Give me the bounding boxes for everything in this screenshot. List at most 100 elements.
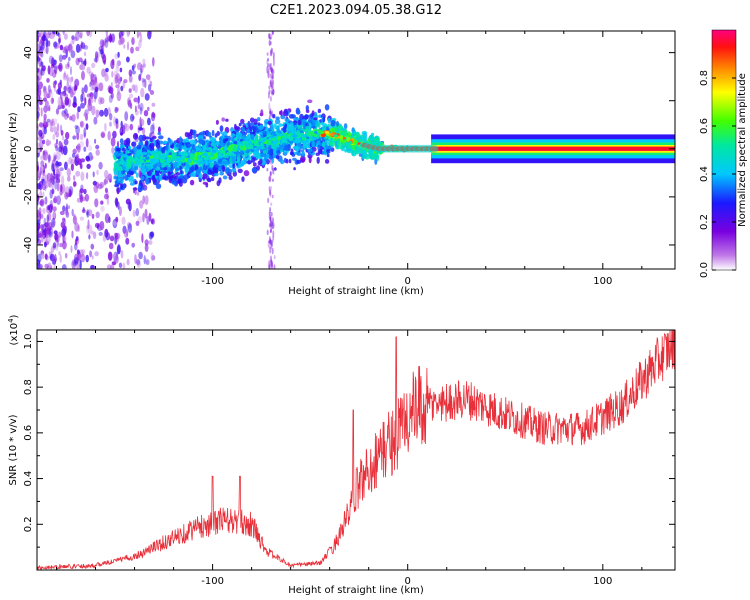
spectrogram-cell bbox=[211, 149, 217, 153]
spectrogram-cell bbox=[241, 141, 246, 144]
spectrogram-cell bbox=[39, 224, 45, 230]
spectrogram-cell bbox=[267, 240, 270, 248]
spectrogram-cell bbox=[114, 255, 119, 264]
spectrogram-cell bbox=[216, 145, 222, 149]
spectrogram-cell bbox=[138, 74, 142, 81]
spectrogram-cell bbox=[109, 33, 113, 43]
spectrogram-cell bbox=[109, 121, 112, 127]
spectrogram-cell bbox=[58, 33, 61, 39]
spectrogram-cell bbox=[271, 178, 274, 182]
spectrogram-cell bbox=[135, 46, 140, 52]
spectrogram-cell bbox=[126, 171, 132, 178]
spectrogram-cell bbox=[39, 165, 44, 172]
spectrogram-cell bbox=[53, 152, 57, 162]
spectrogram-y-axis-label: Frequency (Hz) bbox=[8, 112, 19, 188]
spectrogram-cell bbox=[183, 174, 190, 180]
spectrogram-cell bbox=[158, 135, 164, 140]
spectrogram-cell bbox=[115, 232, 119, 240]
spectrogram-cell bbox=[161, 147, 166, 154]
spectrogram-cell bbox=[55, 160, 59, 168]
spectrogram-cell bbox=[113, 170, 118, 175]
spectrogram-cell bbox=[99, 109, 104, 117]
spectrogram-cell bbox=[86, 163, 91, 169]
spectrogram-cell bbox=[270, 202, 273, 206]
spectrogram-cell bbox=[99, 220, 105, 231]
spectrogram-cell bbox=[45, 254, 49, 261]
spectrogram-cell bbox=[59, 167, 64, 172]
spectrogram-cell bbox=[52, 120, 56, 129]
spectrogram-cell bbox=[75, 236, 79, 242]
spectrogram-cell bbox=[113, 116, 117, 126]
spectrogram-cell bbox=[326, 148, 331, 154]
spectrogram-cell bbox=[46, 106, 51, 112]
spectrogram-cell bbox=[91, 80, 96, 90]
spectrogram-cell bbox=[52, 260, 56, 265]
spectrogram-cell bbox=[89, 250, 93, 258]
spectrogram-cell bbox=[37, 87, 42, 97]
spectrogram-cell bbox=[98, 82, 104, 92]
spectrogram-cell bbox=[189, 139, 196, 145]
spectrogram-cell bbox=[123, 44, 126, 49]
spectrogram-cell bbox=[122, 154, 128, 158]
spectrogram-cell bbox=[116, 160, 120, 164]
spectrogram-cell bbox=[131, 242, 135, 248]
spectrogram-cell bbox=[253, 118, 258, 126]
spectrogram-cell bbox=[163, 140, 168, 145]
spectrogram-cell bbox=[95, 149, 100, 156]
y-tick-label: -40 bbox=[23, 237, 34, 253]
spectrogram-cell bbox=[269, 215, 272, 221]
spectrogram-cell bbox=[181, 159, 186, 163]
spectrogram-cell bbox=[228, 175, 233, 181]
spectrogram-cell bbox=[214, 133, 218, 138]
spectrogram-cell bbox=[291, 114, 296, 119]
spectrogram-cell bbox=[71, 153, 76, 158]
spectrogram-cell bbox=[104, 73, 109, 82]
spectrogram-cell bbox=[179, 136, 182, 143]
spectrogram-cell bbox=[105, 67, 109, 73]
spectrogram-cell bbox=[49, 127, 55, 133]
spectrogram-cell bbox=[134, 166, 139, 171]
spectrogram-cell bbox=[40, 234, 44, 243]
spectrogram-cell bbox=[191, 144, 196, 150]
spectrogram-cell bbox=[193, 134, 197, 139]
spectrogram-cell bbox=[92, 180, 97, 186]
spectrogram-cell bbox=[270, 77, 273, 83]
spectrogram-cell bbox=[140, 165, 146, 172]
spectrogram-cell bbox=[83, 112, 87, 118]
spectrogram-cell bbox=[308, 117, 311, 124]
spectrogram-cell bbox=[271, 31, 274, 36]
spectrogram-cell bbox=[74, 124, 79, 130]
spectrogram-cell bbox=[41, 65, 46, 72]
spectrogram-cell bbox=[269, 189, 272, 197]
spectrogram-cell bbox=[37, 262, 40, 269]
spectrogram-cell bbox=[135, 172, 139, 178]
spectrogram-cell bbox=[202, 146, 206, 153]
spectrogram-cell bbox=[64, 252, 68, 259]
spectrogram-cell bbox=[80, 171, 85, 182]
spectrogram-cell bbox=[329, 136, 334, 143]
spectrogram-cell bbox=[59, 242, 63, 248]
spectrogram-cell bbox=[139, 102, 144, 112]
spectrogram-cell bbox=[118, 206, 122, 217]
spectrogram-cell bbox=[44, 100, 49, 107]
spectrogram-cell bbox=[233, 140, 238, 145]
spectrogram-cell bbox=[268, 240, 270, 244]
spectrogram-cell bbox=[51, 217, 56, 228]
spectrogram-cell bbox=[276, 149, 281, 156]
spectrogram-cell bbox=[139, 200, 144, 209]
spectrogram-cell bbox=[94, 86, 99, 92]
spectrogram-cell bbox=[311, 140, 316, 148]
spectrogram-cell bbox=[374, 158, 378, 165]
spectrogram-cell bbox=[161, 163, 165, 168]
spectrogram-cell bbox=[48, 231, 53, 238]
spectrogram-cell bbox=[215, 141, 220, 146]
spectrogram-cell bbox=[268, 176, 271, 182]
spectrogram-cell bbox=[149, 163, 153, 170]
spectrogram-cell bbox=[90, 86, 95, 91]
spectrogram-cell bbox=[167, 138, 172, 143]
spectrogram-cell bbox=[271, 194, 274, 199]
spectrogram-cell bbox=[152, 122, 155, 131]
spectrogram-cell bbox=[270, 47, 273, 56]
spectrogram-cell bbox=[347, 146, 352, 150]
spectrogram-cell bbox=[308, 128, 312, 133]
